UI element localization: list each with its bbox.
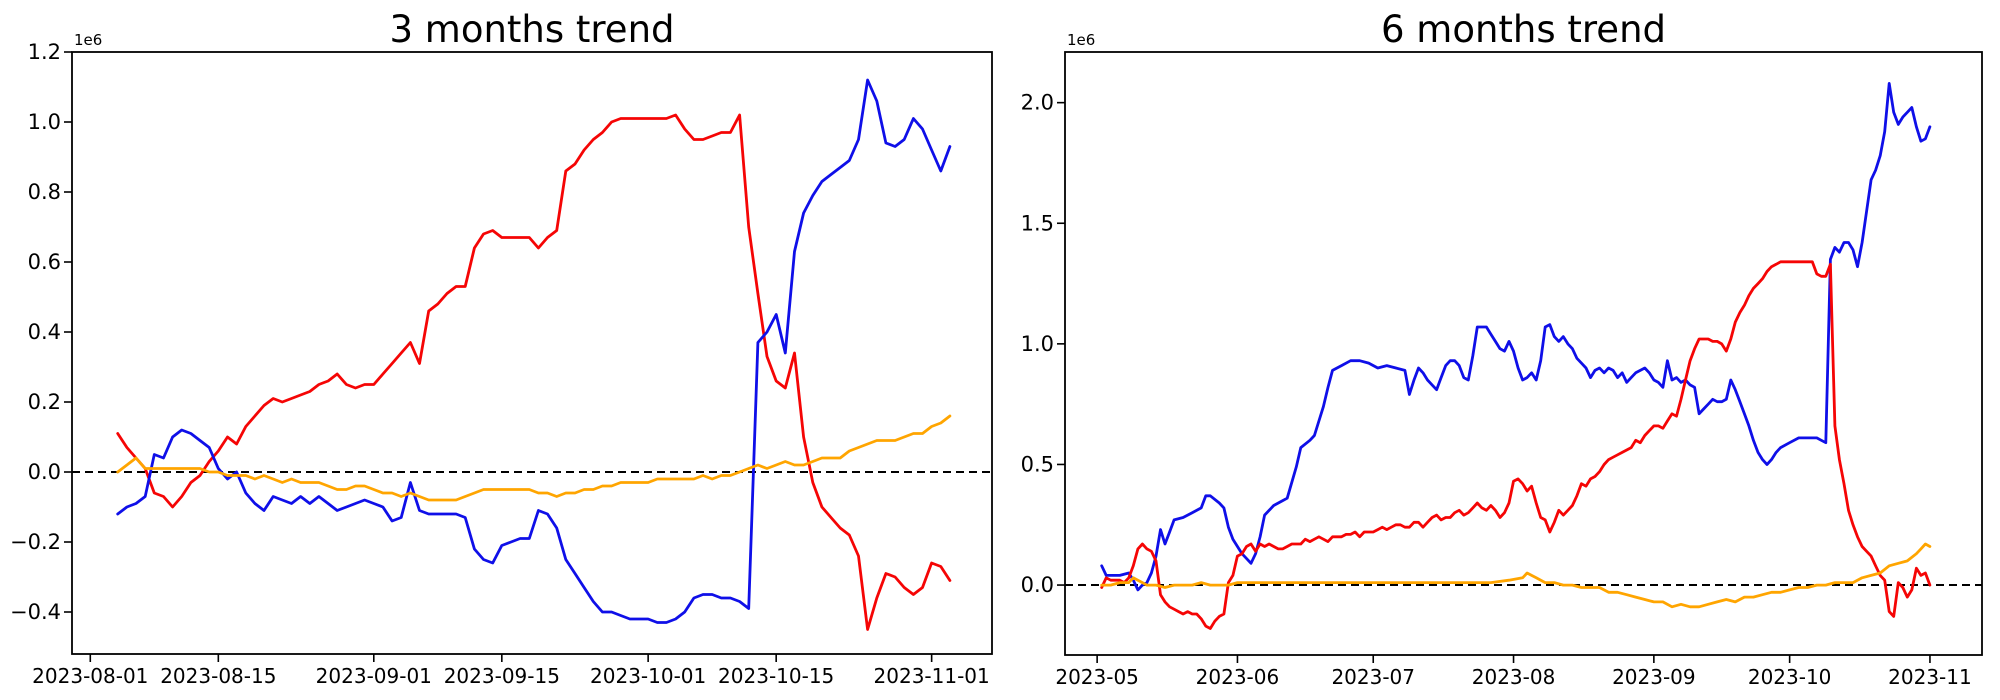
x-tick-label: 2023-09-15 [444,664,560,688]
y-tick-label: 2.0 [1021,91,1054,115]
axis-exponent-label: 1e6 [74,31,102,49]
y-tick-label: −0.2 [10,530,61,554]
x-tick-label: 2023-10-15 [718,664,834,688]
chart-title-6-months: 6 months trend [1380,8,1667,51]
x-tick-label: 2023-10 [1748,665,1832,689]
y-tick-label: 1.5 [1021,211,1054,235]
y-tick-label: 0.0 [28,460,61,484]
series-blue-line [116,78,952,624]
y-tick-label: 0.5 [1021,452,1054,476]
x-tick-label: 2023-08-01 [32,664,148,688]
series-orange-line [1100,542,1932,609]
y-tick-label: 0.0 [1021,573,1054,597]
y-tick-label: 1.0 [1021,332,1054,356]
chart-3-months: 2023-08-01 2023-08-15 2023-09-01 2023-09-15… [10,31,993,688]
x-tick-label: 2023-09 [1612,665,1696,689]
series-blue-line [1100,82,1932,592]
y-tick-label: 0.4 [28,320,61,344]
series-orange-line [116,414,952,502]
x-tick-label: 2023-06 [1196,665,1280,689]
plot-border [1064,51,1983,656]
x-tick-label: 2023-08 [1472,665,1556,689]
y-tick-label: 0.2 [28,390,61,414]
series-red-line [1100,260,1932,630]
series-red-line [116,113,952,631]
x-tick-label: 2023-07 [1331,665,1415,689]
y-tick-label: 1.0 [28,110,61,134]
y-tick-label: 1.2 [28,40,61,64]
axis-exponent-label: 1e6 [1067,31,1095,49]
x-tick-label: 2023-09-01 [316,664,432,688]
y-tick-label: 0.6 [28,250,61,274]
plot-border [71,51,993,655]
x-tick-label: 2023-05 [1055,665,1139,689]
x-tick-label: 2023-10-01 [590,664,706,688]
y-tick-label: −0.4 [10,600,61,624]
chart-title-3-months: 3 months trend [389,8,675,51]
y-tick-label: 0.8 [28,180,61,204]
x-tick-label: 2023-08-15 [160,664,276,688]
x-tick-label: 2023-11-01 [874,664,990,688]
chart-6-months: 2023-05 2023-06 2023-07 2023-08 2023-09 2023-… [1021,31,1983,689]
x-tick-label: 2023-11 [1888,665,1972,689]
